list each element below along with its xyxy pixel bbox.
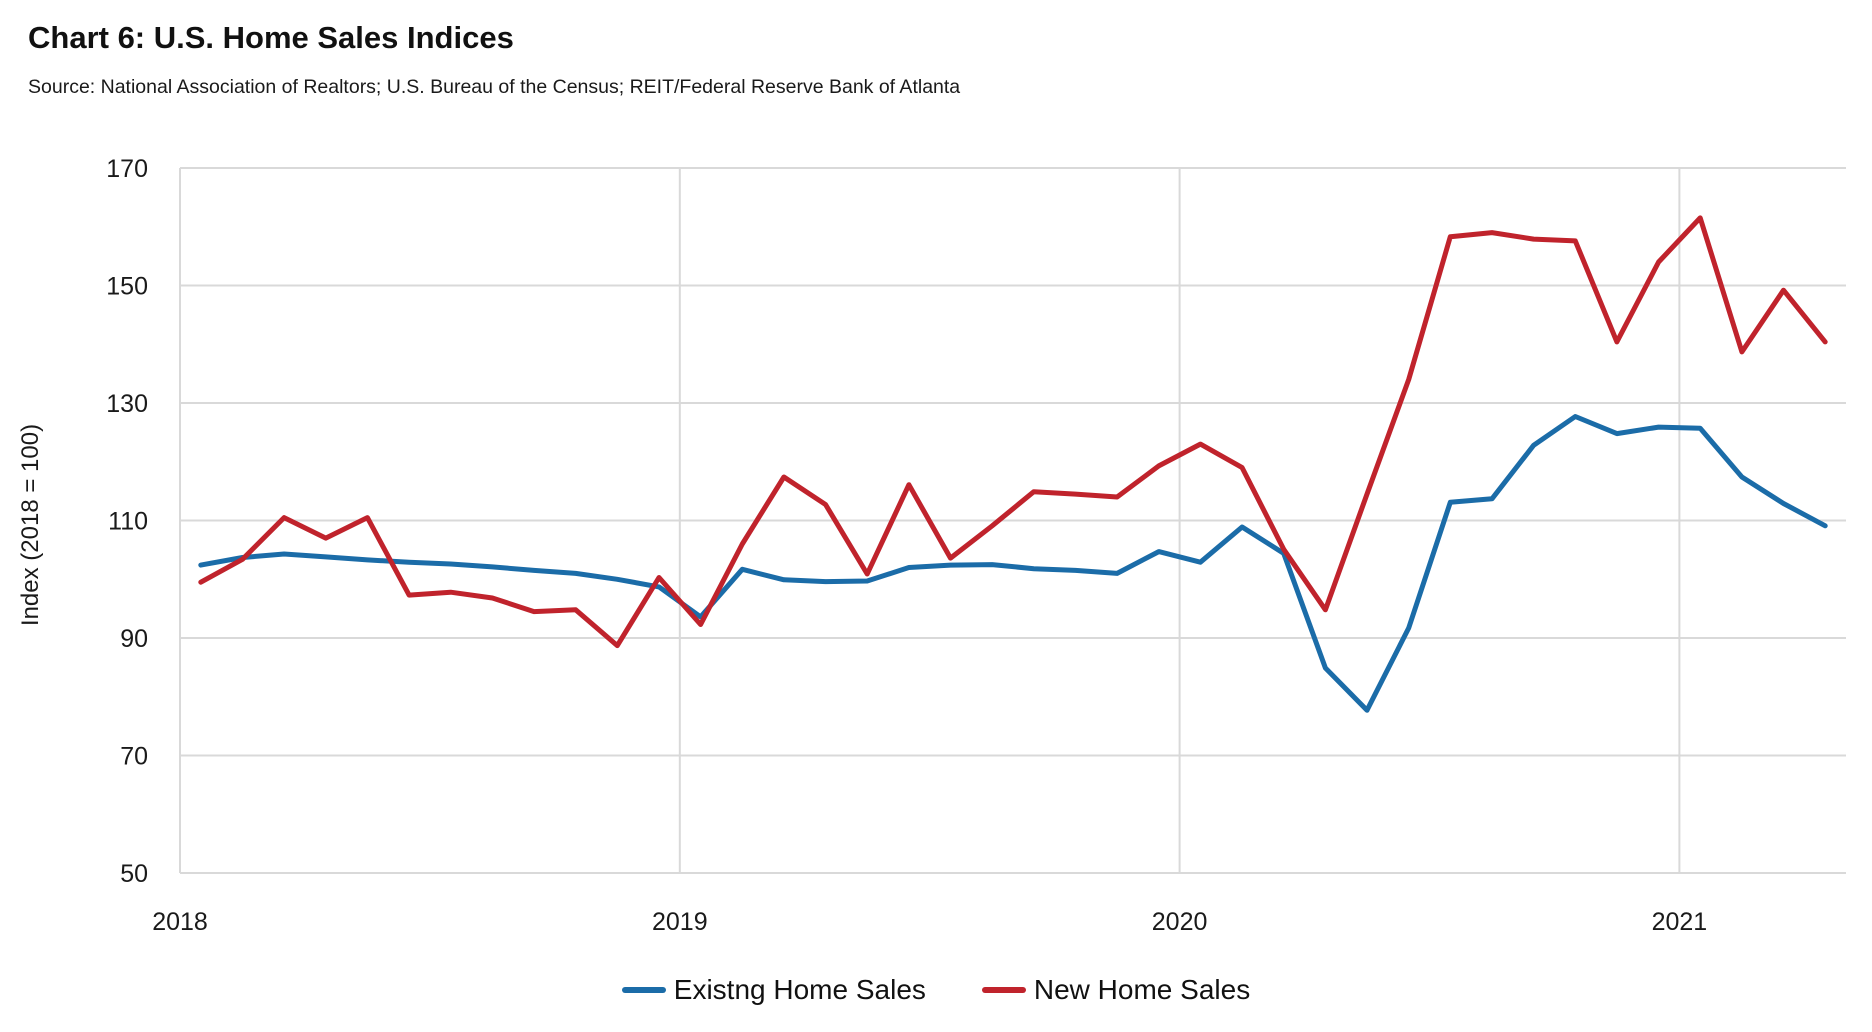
y-tick-label: 110 — [108, 508, 148, 536]
legend-label: Existng Home Sales — [673, 974, 926, 1005]
legend-item-existng-home-sales: Existng Home Sales — [621, 974, 926, 1006]
y-tick-label: 130 — [106, 390, 148, 418]
x-tick-label: 2020 — [1152, 908, 1208, 936]
legend-line-sample — [621, 987, 666, 993]
y-tick-label: 90 — [120, 625, 148, 653]
legend-item-new-home-sales: New Home Sales — [981, 974, 1251, 1006]
legend-label: New Home Sales — [1033, 974, 1251, 1005]
y-tick-label: 150 — [106, 273, 148, 301]
legend-line-sample — [981, 987, 1026, 993]
chart-source: Source: National Association of Realtors… — [28, 76, 961, 98]
x-tick-label: 2018 — [152, 908, 208, 936]
y-tick-label: 70 — [120, 743, 148, 771]
legend: Existng Home Sales New Home Sales — [0, 966, 1872, 1014]
y-axis-title: Index (2018 = 100) — [17, 423, 44, 627]
y-tick-label: 170 — [106, 155, 148, 183]
series-line-existng-home-sales — [198, 414, 1828, 713]
chart-title: Chart 6: U.S. Home Sales Indices — [28, 20, 514, 55]
x-tick-label: 2019 — [652, 908, 708, 936]
series-line-new-home-sales — [198, 215, 1828, 649]
y-tick-label: 50 — [120, 860, 148, 888]
x-tick-label: 2021 — [1652, 908, 1708, 936]
